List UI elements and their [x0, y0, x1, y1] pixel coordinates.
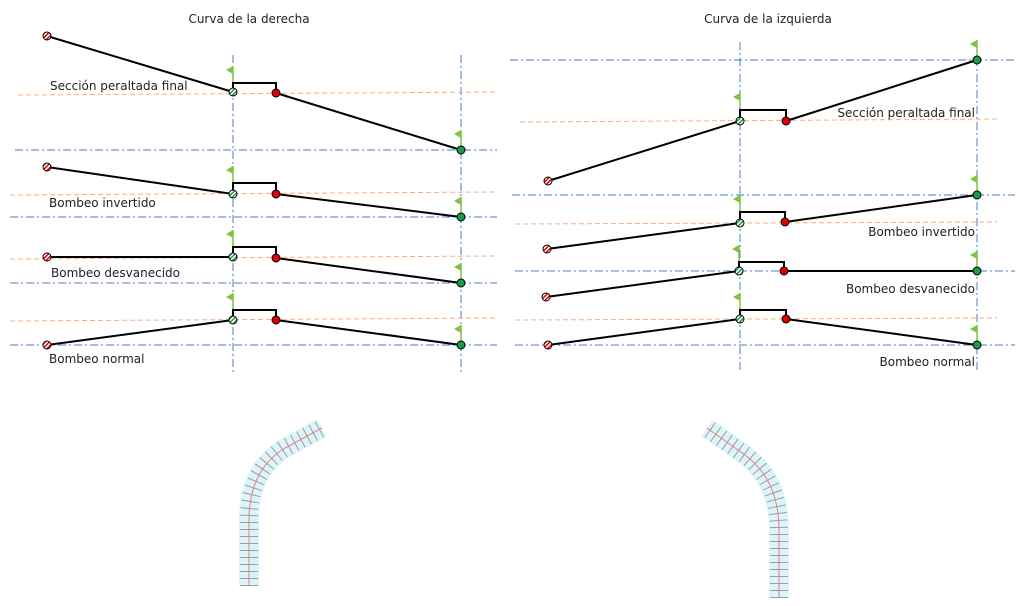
edge-point-hatched [543, 340, 553, 350]
cross-slope-line [545, 270, 740, 298]
pivot-point-hatched [228, 315, 238, 325]
pivot-point-hatched [735, 218, 745, 228]
reference-dashed-line [519, 118, 1001, 123]
cross-slope-line [784, 194, 978, 223]
cross-slope-line [46, 319, 234, 346]
row-label: Bombeo normal [49, 352, 144, 366]
edge-point-hatched [542, 244, 552, 254]
median-step [232, 246, 277, 258]
flag-icon [970, 175, 977, 183]
edge-point [271, 315, 281, 325]
cross-slope-line [785, 318, 978, 346]
reference-dashed-line [514, 221, 998, 225]
cross-slope-line [275, 319, 462, 346]
reference-dashed-line [9, 191, 496, 196]
flag-icon [226, 166, 233, 174]
pivot-point [456, 212, 466, 222]
median-step [739, 309, 787, 319]
row-label: Sección peraltada final [50, 79, 188, 93]
panel-title-right-curve: Curva de la derecha [188, 12, 309, 26]
reference-dashed-line [9, 255, 496, 260]
pivot-point [972, 266, 982, 276]
edge-point-hatched [42, 31, 52, 41]
row-label: Bombeo invertido [868, 225, 975, 239]
edge-point [780, 217, 790, 227]
row-label: Bombeo invertido [49, 196, 156, 210]
cross-slope-line [275, 257, 462, 284]
flag-icon [226, 293, 233, 301]
row-label: Sección peraltada final [837, 106, 975, 120]
row-label: Bombeo normal [880, 355, 975, 369]
median-step [739, 211, 786, 223]
edge-point [271, 88, 281, 98]
pivot-point-hatched [228, 189, 238, 199]
edge-point [779, 266, 789, 276]
cross-slope-line [547, 120, 741, 182]
edge-point [271, 253, 281, 263]
pivot-point [972, 340, 982, 350]
pivot-point [456, 145, 466, 155]
cross-slope-line [46, 166, 234, 195]
flag-icon [454, 325, 461, 333]
flag-icon [970, 40, 977, 48]
flag-icon [732, 245, 739, 253]
edge-point [781, 116, 791, 126]
edge-point-hatched [541, 292, 551, 302]
cross-slope-line [547, 318, 741, 346]
median-step [739, 109, 787, 121]
cross-slope-line [275, 92, 462, 151]
flag-icon [733, 293, 740, 301]
panel-title-left-curve: Curva de la izquierda [704, 12, 832, 26]
pivot-point [972, 190, 982, 200]
pivot-point-hatched [734, 266, 744, 276]
flag-icon [226, 66, 233, 74]
alignment-plan-right-centerline [248, 427, 323, 586]
flag-icon [226, 230, 233, 238]
flag-icon [970, 251, 977, 259]
cross-slope-line [46, 35, 234, 93]
edge-point-hatched [42, 252, 52, 262]
edge-point-hatched [543, 176, 553, 186]
cross-slope-line [546, 222, 741, 250]
flag-icon [970, 325, 977, 333]
pivot-point-hatched [735, 314, 745, 324]
flag-icon [454, 130, 461, 138]
alignment-plan-left-centerline [706, 427, 780, 598]
flag-icon [733, 195, 740, 203]
flag-icon [454, 197, 461, 205]
median-step [738, 261, 785, 271]
pivot-point-hatched [735, 116, 745, 126]
pivot-point-hatched [228, 252, 238, 262]
median-step [232, 182, 277, 194]
row-label: Bombeo desvanecido [846, 282, 975, 296]
reference-dashed-line [514, 317, 998, 321]
alignment-plan-right-band [239, 419, 327, 586]
reference-dashed-line [9, 317, 496, 322]
pivot-point [456, 340, 466, 350]
pivot-point [456, 278, 466, 288]
edge-point [271, 189, 281, 199]
median-step [232, 309, 277, 320]
flag-icon [733, 93, 740, 101]
edge-point-hatched [42, 340, 52, 350]
cross-slope-line [785, 59, 978, 122]
edge-point [781, 314, 791, 324]
flag-icon [454, 263, 461, 271]
edge-point-hatched [42, 162, 52, 172]
pivot-point-hatched [228, 87, 238, 97]
median-step [232, 82, 277, 93]
cross-slope-line [275, 193, 462, 218]
row-label: Bombeo desvanecido [51, 266, 180, 280]
pivot-point [972, 55, 982, 65]
